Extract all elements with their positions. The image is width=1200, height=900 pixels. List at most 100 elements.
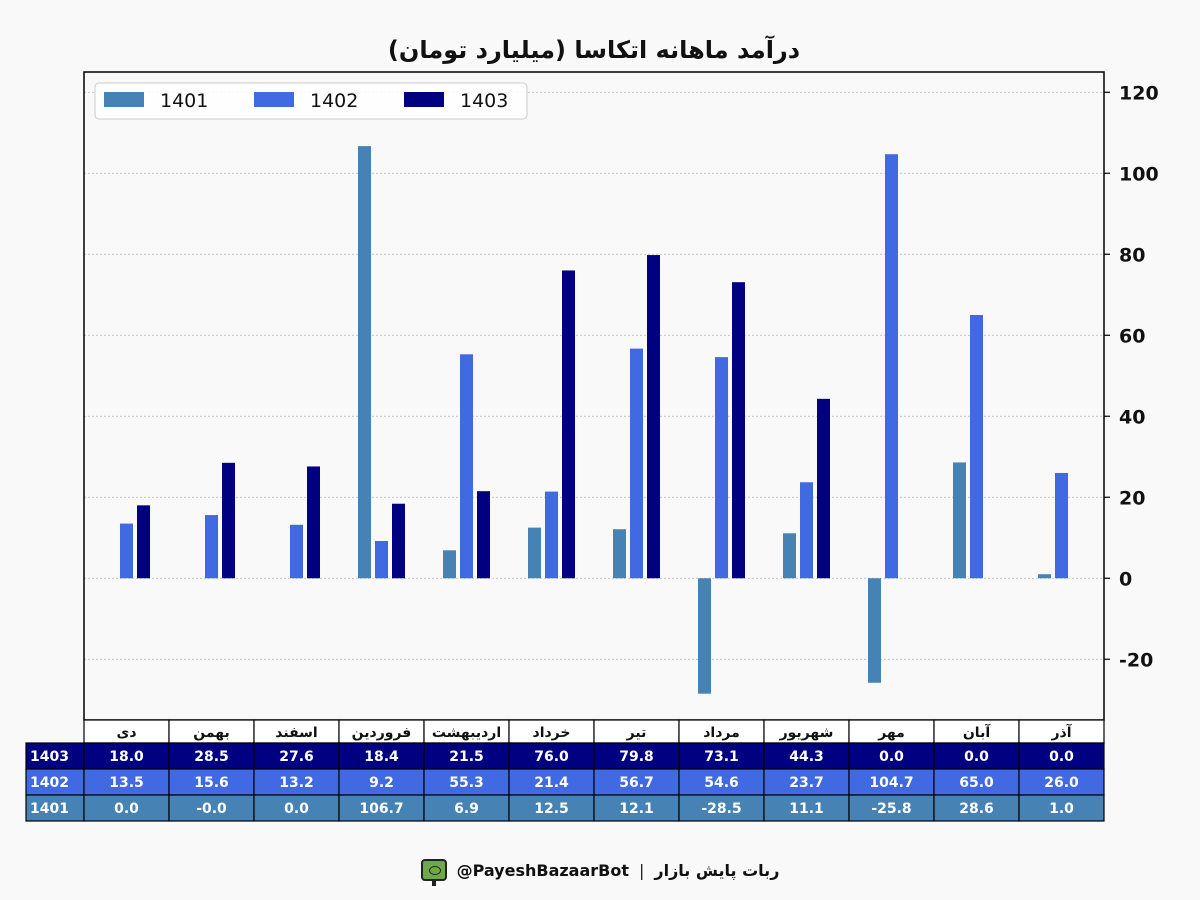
table-cell-value: 65.0 (959, 775, 994, 791)
table-cell-value: 0.0 (964, 749, 989, 765)
bar-1403-1 (222, 462, 235, 579)
table-cell-value: 0.0 (1049, 749, 1074, 765)
table-cell-value: 104.7 (869, 775, 913, 791)
table-cell-value: 6.9 (454, 801, 479, 817)
bar-1403-3 (392, 503, 405, 579)
table-cell-value: 21.5 (449, 749, 484, 765)
table-cell-value: -28.5 (701, 801, 741, 817)
table-cell-value: 13.5 (109, 775, 144, 791)
y-tick-label: 20 (1119, 487, 1145, 509)
table-cell (848, 742, 935, 770)
table-row-label: 1401 (30, 801, 69, 817)
table-cell-value: 18.4 (364, 749, 399, 765)
table-cell-value: 0.0 (114, 801, 139, 817)
bot-name: ربات پایش بازار (654, 860, 780, 880)
bar-1402-6 (630, 348, 643, 579)
legend: 1401 1402 1403 (94, 82, 528, 120)
bot-handle: @PayeshBazaarBot (456, 860, 629, 880)
bar-1403-6 (647, 255, 660, 579)
table-cell (1018, 768, 1105, 796)
bar-1402-3 (375, 540, 388, 579)
table-header-label: آذر (1050, 723, 1072, 741)
y-tick-label: -20 (1119, 649, 1153, 671)
table-cell-value: 106.7 (359, 801, 403, 817)
bar-1401-5 (528, 527, 541, 579)
legend-swatch-1401 (104, 92, 144, 107)
table-header-label: مرداد (703, 725, 740, 741)
y-tick-label: 100 (1119, 163, 1159, 185)
table-cell-value: 79.8 (619, 749, 654, 765)
table-row-label-cell (25, 742, 85, 770)
table-cell-value: 73.1 (704, 749, 739, 765)
table-cell (83, 742, 170, 770)
table-cell-value: 15.6 (194, 775, 229, 791)
bar-1402-4 (460, 354, 473, 579)
bar-1401-10 (953, 462, 966, 579)
table-cell-value: 56.7 (619, 775, 654, 791)
bar-1402-5 (545, 491, 558, 579)
table-header-label: بهمن (193, 725, 229, 741)
table-cell-value: 12.5 (534, 801, 569, 817)
table-header-label: دی (116, 725, 136, 741)
bar-1401-6 (613, 529, 626, 579)
table-header-label: شهریور (779, 725, 834, 741)
bar-1403-5 (562, 270, 575, 579)
table-cell-value: 11.1 (789, 801, 824, 817)
table-cell-value: 1.0 (1049, 801, 1074, 817)
data-table: دی بهمن اسفند فروردین اردیبهشت خرداد تیر مرداد ش… (25, 719, 1105, 822)
footer: @PayeshBazaarBot | ربات پایش بازار (0, 855, 1200, 886)
bar-1403-0 (137, 505, 150, 579)
table-header-label: اردیبهشت (432, 725, 501, 741)
table-cell (593, 794, 680, 822)
plot-frame (83, 71, 1105, 721)
bar-1402-10 (970, 315, 983, 579)
table-cell (1018, 742, 1105, 770)
bar-1401-9 (868, 578, 881, 683)
table-header-label: فروردین (352, 725, 412, 741)
table-cell-value: 12.1 (619, 801, 654, 817)
chart-title: درآمد ماهانه اتکاسا (میلیارد تومان) (388, 35, 800, 64)
table-header-label: مهر (877, 725, 905, 741)
table-cell (168, 742, 255, 770)
table-cell-value: 76.0 (534, 749, 569, 765)
table-row-label: 1402 (30, 775, 69, 791)
bar-1403-4 (477, 491, 490, 579)
y-axis: -20 0 20 40 60 80 100 120 (1104, 82, 1159, 671)
legend-label-1403: 1403 (460, 90, 508, 112)
table-cell (423, 794, 510, 822)
table-cell (338, 794, 425, 822)
table-cell (1018, 794, 1105, 822)
table-cell (168, 794, 255, 822)
bar-1402-1 (205, 515, 218, 579)
table-cell-value: 28.6 (959, 801, 994, 817)
table-cell (763, 794, 850, 822)
table-cell-value: -25.8 (871, 801, 911, 817)
table-cell-value: 44.3 (789, 749, 824, 765)
table-cell-value: 18.0 (109, 749, 144, 765)
bar-1401-8 (783, 533, 796, 579)
table-cell-value: 28.5 (194, 749, 229, 765)
table-cell (338, 768, 425, 796)
bar-1401-3 (358, 146, 371, 579)
table-cell-value: 0.0 (284, 801, 309, 817)
y-tick-label: 0 (1119, 568, 1132, 590)
table-cell (508, 742, 595, 770)
table-cell-value: 55.3 (449, 775, 484, 791)
bar-1402-11 (1055, 472, 1068, 579)
bar-1401-11 (1038, 574, 1051, 579)
table-header-label: خرداد (533, 725, 571, 741)
bar-1401-7 (698, 578, 711, 694)
bar-1402-0 (120, 523, 133, 579)
table-cell-value: 27.6 (279, 749, 314, 765)
bar-1401-4 (443, 550, 456, 579)
table-row-label: 1403 (30, 749, 69, 765)
table-cell (933, 794, 1020, 822)
bar-1403-2 (307, 466, 320, 579)
table-header-label: تیر (626, 725, 647, 741)
table-cell-value: 26.0 (1044, 775, 1079, 791)
tv-icon (420, 859, 447, 886)
table-cell-value: 21.4 (534, 775, 569, 791)
y-tick-label: 120 (1119, 82, 1159, 104)
table-cell (848, 794, 935, 822)
